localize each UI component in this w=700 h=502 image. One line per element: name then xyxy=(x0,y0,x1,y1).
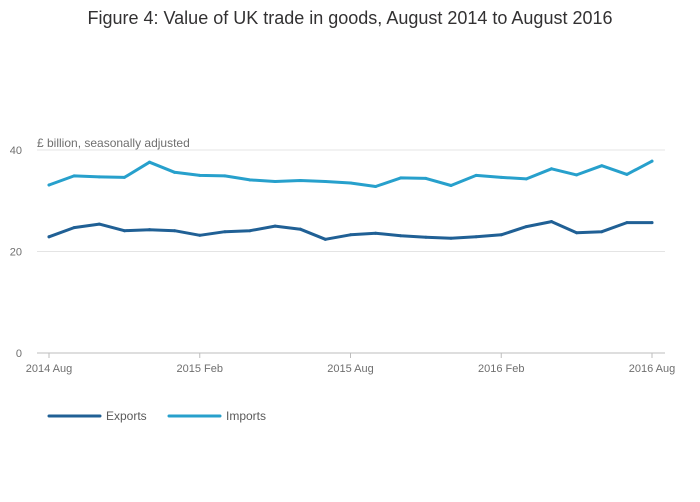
data-point-exports xyxy=(550,220,553,224)
data-point-imports xyxy=(374,185,378,189)
legend: Exports Imports xyxy=(47,409,266,423)
data-point-imports xyxy=(474,173,478,177)
data-point-imports xyxy=(524,177,528,181)
x-tick-label: 2014 Aug xyxy=(26,363,73,375)
data-point-imports xyxy=(449,184,453,188)
data-point-exports xyxy=(524,225,528,229)
data-point-imports xyxy=(298,178,302,182)
x-tick-label: 2016 Aug xyxy=(629,363,676,375)
data-point-exports xyxy=(449,236,453,240)
y-tick-label: 20 xyxy=(10,247,22,259)
data-point-imports xyxy=(575,173,579,177)
data-point-exports xyxy=(600,230,604,234)
data-point-exports xyxy=(97,222,101,226)
axes: 0 20 40 2014 Aug 2015 Feb 2015 Aug 2016 Feb 201… xyxy=(10,145,676,375)
data-point-exports xyxy=(72,226,76,230)
data-point-exports xyxy=(148,228,151,232)
grid-lines xyxy=(37,149,665,252)
series-line-exports xyxy=(47,220,654,241)
x-tick-label: 2016 Feb xyxy=(478,363,524,375)
y-tick-label: 0 xyxy=(16,348,22,360)
legend-label-imports: Imports xyxy=(226,409,266,423)
data-point-imports xyxy=(173,170,177,174)
data-point-imports xyxy=(650,159,654,163)
data-point-exports xyxy=(625,221,629,225)
data-point-imports xyxy=(625,172,629,176)
data-point-exports xyxy=(424,235,428,239)
data-point-exports xyxy=(399,234,403,238)
data-point-exports xyxy=(474,235,478,239)
data-point-imports xyxy=(550,167,553,171)
data-point-exports xyxy=(349,233,352,237)
data-point-exports xyxy=(499,233,503,237)
data-point-imports xyxy=(399,176,403,180)
chart-title: Figure 4: Value of UK trade in goods, Au… xyxy=(87,8,612,28)
data-point-imports xyxy=(248,178,252,182)
data-point-exports xyxy=(198,233,202,237)
y-tick-label: 40 xyxy=(10,145,22,157)
data-point-exports xyxy=(47,235,51,239)
data-point-imports xyxy=(273,179,277,183)
x-tick-label: 2015 Aug xyxy=(327,363,374,375)
data-point-exports xyxy=(650,221,654,225)
series-lines xyxy=(47,159,654,241)
data-point-exports xyxy=(298,227,302,231)
data-point-exports xyxy=(122,229,126,233)
legend-label-exports: Exports xyxy=(106,409,147,423)
y-axis-unit-label: £ billion, seasonally adjusted xyxy=(37,136,190,150)
data-point-exports xyxy=(223,230,227,234)
data-point-imports xyxy=(97,175,101,179)
data-point-imports xyxy=(47,183,51,187)
data-point-exports xyxy=(323,237,327,241)
data-point-imports xyxy=(349,181,352,185)
data-point-exports xyxy=(273,224,277,228)
data-point-exports xyxy=(575,231,579,235)
data-point-exports xyxy=(248,229,252,233)
data-point-imports xyxy=(198,173,202,177)
data-point-exports xyxy=(173,229,177,233)
data-point-imports xyxy=(600,164,604,168)
data-point-imports xyxy=(122,175,126,179)
data-point-imports xyxy=(72,174,76,178)
data-point-exports xyxy=(374,231,378,235)
x-tick-label: 2015 Feb xyxy=(177,363,223,375)
data-point-imports xyxy=(424,176,428,180)
data-point-imports xyxy=(323,179,327,183)
data-point-imports xyxy=(223,174,227,178)
data-point-imports xyxy=(499,175,503,179)
data-point-imports xyxy=(148,160,151,164)
